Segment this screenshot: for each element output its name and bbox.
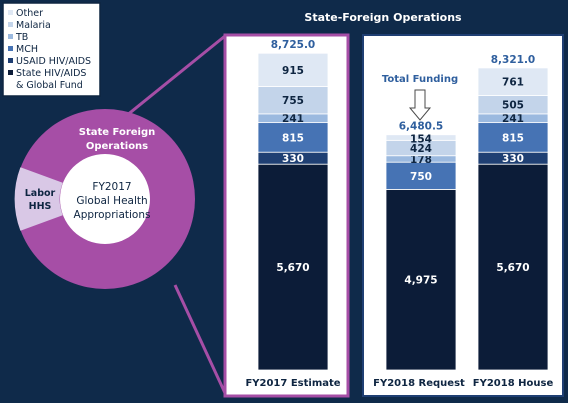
donut-center [60,154,150,244]
x-tick-label-1: FY2018 Request [373,378,465,389]
donut-side-label-2: HHS [29,201,52,212]
legend-label-1: Malaria [16,20,51,31]
chart-title: State-Foreign Operations [304,11,462,24]
donut-center-line-2: Global Health [76,195,147,207]
bar-segment-0-0 [257,163,329,371]
legend-swatch-1 [8,22,13,27]
total-label-0: 8,725.0 [271,39,316,51]
legend-swatch-5 [8,70,13,75]
segment-label-2-4: 505 [502,100,524,112]
segment-label-1-4: 424 [410,143,432,155]
bar-segment-2-0 [477,163,549,371]
legend-label-6: & Global Fund [16,80,83,91]
donut-outer-label-2: Operations [86,141,148,152]
bar-segment-2-2 [477,122,549,153]
legend-label-5: State HIV/AIDS [16,68,86,79]
total-funding-annotation: Total Funding [382,74,458,85]
donut: State Foreign Operations Labor HHS FY201… [14,109,195,289]
segment-label-1-3: 178 [410,154,432,166]
segment-label-1-5: 154 [410,134,432,146]
x-tick-label-0: FY2017 Estimate [245,378,340,389]
segment-label-1-0: 4,975 [404,275,437,287]
bar-segment-1-2 [385,161,457,190]
bar-segment-0-4 [257,86,329,115]
bar-chart: 5,670 330 815 241 755 915 8,725.0 FY2017 Estima… [245,39,553,389]
segment-label-2-0: 5,670 [496,262,529,274]
segment-label-2-5: 761 [502,77,524,89]
legend-label-2: TB [15,32,28,43]
legend-swatch-4 [8,58,13,63]
segment-label-1-2: 750 [410,171,432,183]
total-funding-arrow [408,89,432,121]
legend-label-3: MCH [16,44,38,55]
connector-bottom [173,284,227,394]
segment-label-2-2: 815 [502,132,524,144]
donut-outer-label-1: State Foreign [79,127,156,138]
bar-segment-1-5 [385,134,457,141]
segment-label-2-3: 241 [502,113,524,125]
segment-label-0-0: 5,670 [276,262,309,274]
legend-box [2,2,101,97]
donut-side-label-1: Labor [25,188,56,199]
segment-label-0-2: 815 [282,132,304,144]
segment-label-0-4: 755 [282,95,304,107]
legend-swatch-2 [8,34,13,39]
segment-label-0-3: 241 [282,113,304,125]
legend-label-4: USAID HIV/AIDS [16,56,91,67]
bar-segment-1-0 [385,189,457,371]
total-label-2: 8,321.0 [491,54,536,66]
donut-labor-hhs-slice [14,167,63,231]
bar-segment-0-5 [257,52,329,87]
legend-swatch-0 [8,10,13,15]
donut-center-line-1: FY2017 [92,181,131,193]
segment-label-2-1: 330 [502,153,524,165]
bar-segment-2-5 [477,67,549,96]
segment-label-0-1: 330 [282,153,304,165]
bar-segment-0-2 [257,122,329,153]
segment-label-0-5: 915 [282,65,304,77]
x-tick-label-2: FY2018 House [473,378,554,389]
total-label-1: 6,480.5 [399,121,444,133]
legend-swatch-3 [8,46,13,51]
donut-center-line-3: Appropriations [74,209,151,221]
legend-label-0: Other [16,8,43,19]
